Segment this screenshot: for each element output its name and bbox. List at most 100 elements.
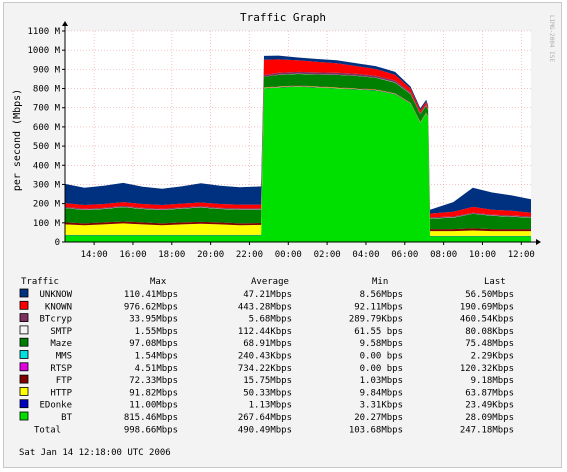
- legend-value: 1.54Mbps: [135, 352, 178, 362]
- legend-value: 61.55 bps: [354, 327, 403, 337]
- legend-value: 4.51Mbps: [135, 364, 178, 374]
- legend-value: 9.18Mbps: [471, 376, 514, 386]
- x-tick-label: 22:00: [236, 250, 263, 260]
- graph-frame: Traffic Graph LIMG-2004 ISE per second (…: [3, 2, 562, 468]
- legend-value: 3.31Kbps: [360, 401, 403, 411]
- x-tick-label: 12:00: [508, 250, 535, 260]
- legend-value: 50.33Mbps: [243, 388, 292, 398]
- legend-value: 460.54Kbps: [460, 315, 514, 325]
- legend-swatch: [19, 362, 29, 372]
- legend-swatch: [19, 411, 29, 421]
- legend-value: 1.03Mbps: [360, 376, 403, 386]
- area-known: [65, 59, 531, 218]
- legend-name: MMS: [56, 352, 72, 362]
- legend-name: HTTP: [50, 388, 72, 398]
- legend-value: 976.62Mbps: [124, 302, 178, 312]
- x-tick-label: 04:00: [352, 250, 379, 260]
- legend-header: Average: [251, 277, 289, 287]
- legend-value: 1.13Mbps: [249, 401, 292, 411]
- traffic-chart: Traffic Graph LIMG-2004 ISE per second (…: [12, 11, 555, 458]
- x-axis-arrow: [536, 239, 541, 245]
- x-tick-label: 10:00: [469, 250, 496, 260]
- legend-name: BTcryp: [39, 315, 72, 325]
- legend-value: 8.56Mbps: [360, 290, 403, 300]
- legend-name: SMTP: [50, 327, 72, 337]
- legend-value: 97.08Mbps: [129, 339, 178, 349]
- timestamp: Sat Jan 14 12:18:00 UTC 2006: [19, 448, 171, 458]
- legend-value: 75.48Mbps: [465, 339, 514, 349]
- area-maze: [65, 74, 531, 230]
- area-bt: [65, 86, 531, 242]
- legend-value: 28.09Mbps: [465, 413, 514, 423]
- y-tick-label: 700 M: [33, 104, 61, 114]
- x-tick-label: 00:00: [275, 250, 302, 260]
- legend-name: RTSP: [50, 364, 72, 374]
- legend-total-name: Total: [34, 425, 61, 435]
- axes: 0 100 M 200 M 300 M 400 M 500 M 600 M 700 M 800 …: [27, 21, 541, 260]
- legend-name: FTP: [56, 376, 73, 386]
- area-unknow: [65, 55, 531, 214]
- legend: Traffic Max Average Min Last UNKNOW 110.41Mbps…: [19, 277, 514, 435]
- legend-swatch: [19, 350, 29, 359]
- legend-value: 289.79Kbps: [349, 315, 403, 325]
- legend-header: Last: [484, 277, 506, 287]
- y-tick-label: 800 M: [33, 85, 61, 95]
- x-tick-label: 14:00: [81, 250, 108, 260]
- legend-total-value: 247.18Mbps: [460, 425, 514, 435]
- legend-value: 92.11Mbps: [354, 302, 403, 312]
- legend-value: 9.58Mbps: [360, 339, 403, 349]
- legend-value: 5.68Mbps: [249, 315, 292, 325]
- legend-total-value: 998.66Mbps: [124, 425, 178, 435]
- y-tick-label: 0: [55, 238, 60, 248]
- y-tick-label: 200 M: [33, 200, 61, 210]
- y-tick-label: 100 M: [33, 219, 61, 229]
- legend-swatch: [19, 300, 29, 310]
- legend-header: Traffic: [21, 277, 59, 287]
- legend-value: 734.22Kbps: [238, 364, 292, 374]
- legend-header: Min: [372, 277, 388, 287]
- legend-value: 240.43Kbps: [238, 352, 292, 362]
- legend-swatch: [19, 374, 29, 384]
- y-axis-arrow: [62, 21, 68, 26]
- stacked-areas: [65, 55, 531, 242]
- legend-value: 9.84Mbps: [360, 388, 403, 398]
- y-tick-label: 1000 M: [27, 46, 60, 56]
- legend-value: 47.21Mbps: [243, 290, 292, 300]
- legend-value: 120.32Kbps: [460, 364, 514, 374]
- y-tick-label: 300 M: [33, 180, 61, 190]
- x-tick-label: 02:00: [314, 250, 341, 260]
- legend-value: 91.82Mbps: [129, 388, 178, 398]
- legend-value: 190.69Mbps: [460, 302, 514, 312]
- legend-value: 110.41Mbps: [124, 290, 178, 300]
- y-tick-label: 500 M: [33, 142, 61, 152]
- legend-name: Maze: [50, 339, 72, 349]
- legend-value: 80.08Kbps: [465, 327, 514, 337]
- y-axis-label: per second (Mbps): [12, 89, 23, 191]
- y-tick-label: 1100 M: [27, 27, 60, 37]
- legend-value: 68.91Mbps: [243, 339, 292, 349]
- legend-swatch: [19, 288, 29, 298]
- legend-swatch: [19, 386, 29, 396]
- legend-value: 0.00 bps: [360, 352, 403, 362]
- legend-value: 443.28Mbps: [238, 302, 292, 312]
- legend-name: BT: [61, 413, 72, 423]
- legend-value: 0.00 bps: [360, 364, 403, 374]
- legend-value: 20.27Mbps: [354, 413, 403, 423]
- legend-value: 72.33Mbps: [129, 376, 178, 386]
- legend-value: 63.87Mbps: [465, 388, 514, 398]
- legend-value: 15.75Mbps: [243, 376, 292, 386]
- x-tick-label: 16:00: [119, 250, 146, 260]
- legend-total-value: 490.49Mbps: [238, 425, 292, 435]
- y-tick-label: 600 M: [33, 123, 61, 133]
- legend-swatch: [19, 399, 29, 409]
- legend-value: 112.44Kbps: [238, 327, 292, 337]
- x-tick-label: 20:00: [197, 250, 224, 260]
- legend-value: 2.29Kbps: [471, 352, 514, 362]
- legend-value: 815.46Mbps: [124, 413, 178, 423]
- legend-swatch: [19, 337, 29, 347]
- legend-value: 33.95Mbps: [129, 315, 178, 325]
- x-tick-label: 18:00: [158, 250, 185, 260]
- legend-value: 23.49Kbps: [465, 401, 514, 411]
- legend-swatch: [19, 325, 29, 335]
- watermark: LIMG-2004 ISE: [548, 15, 555, 62]
